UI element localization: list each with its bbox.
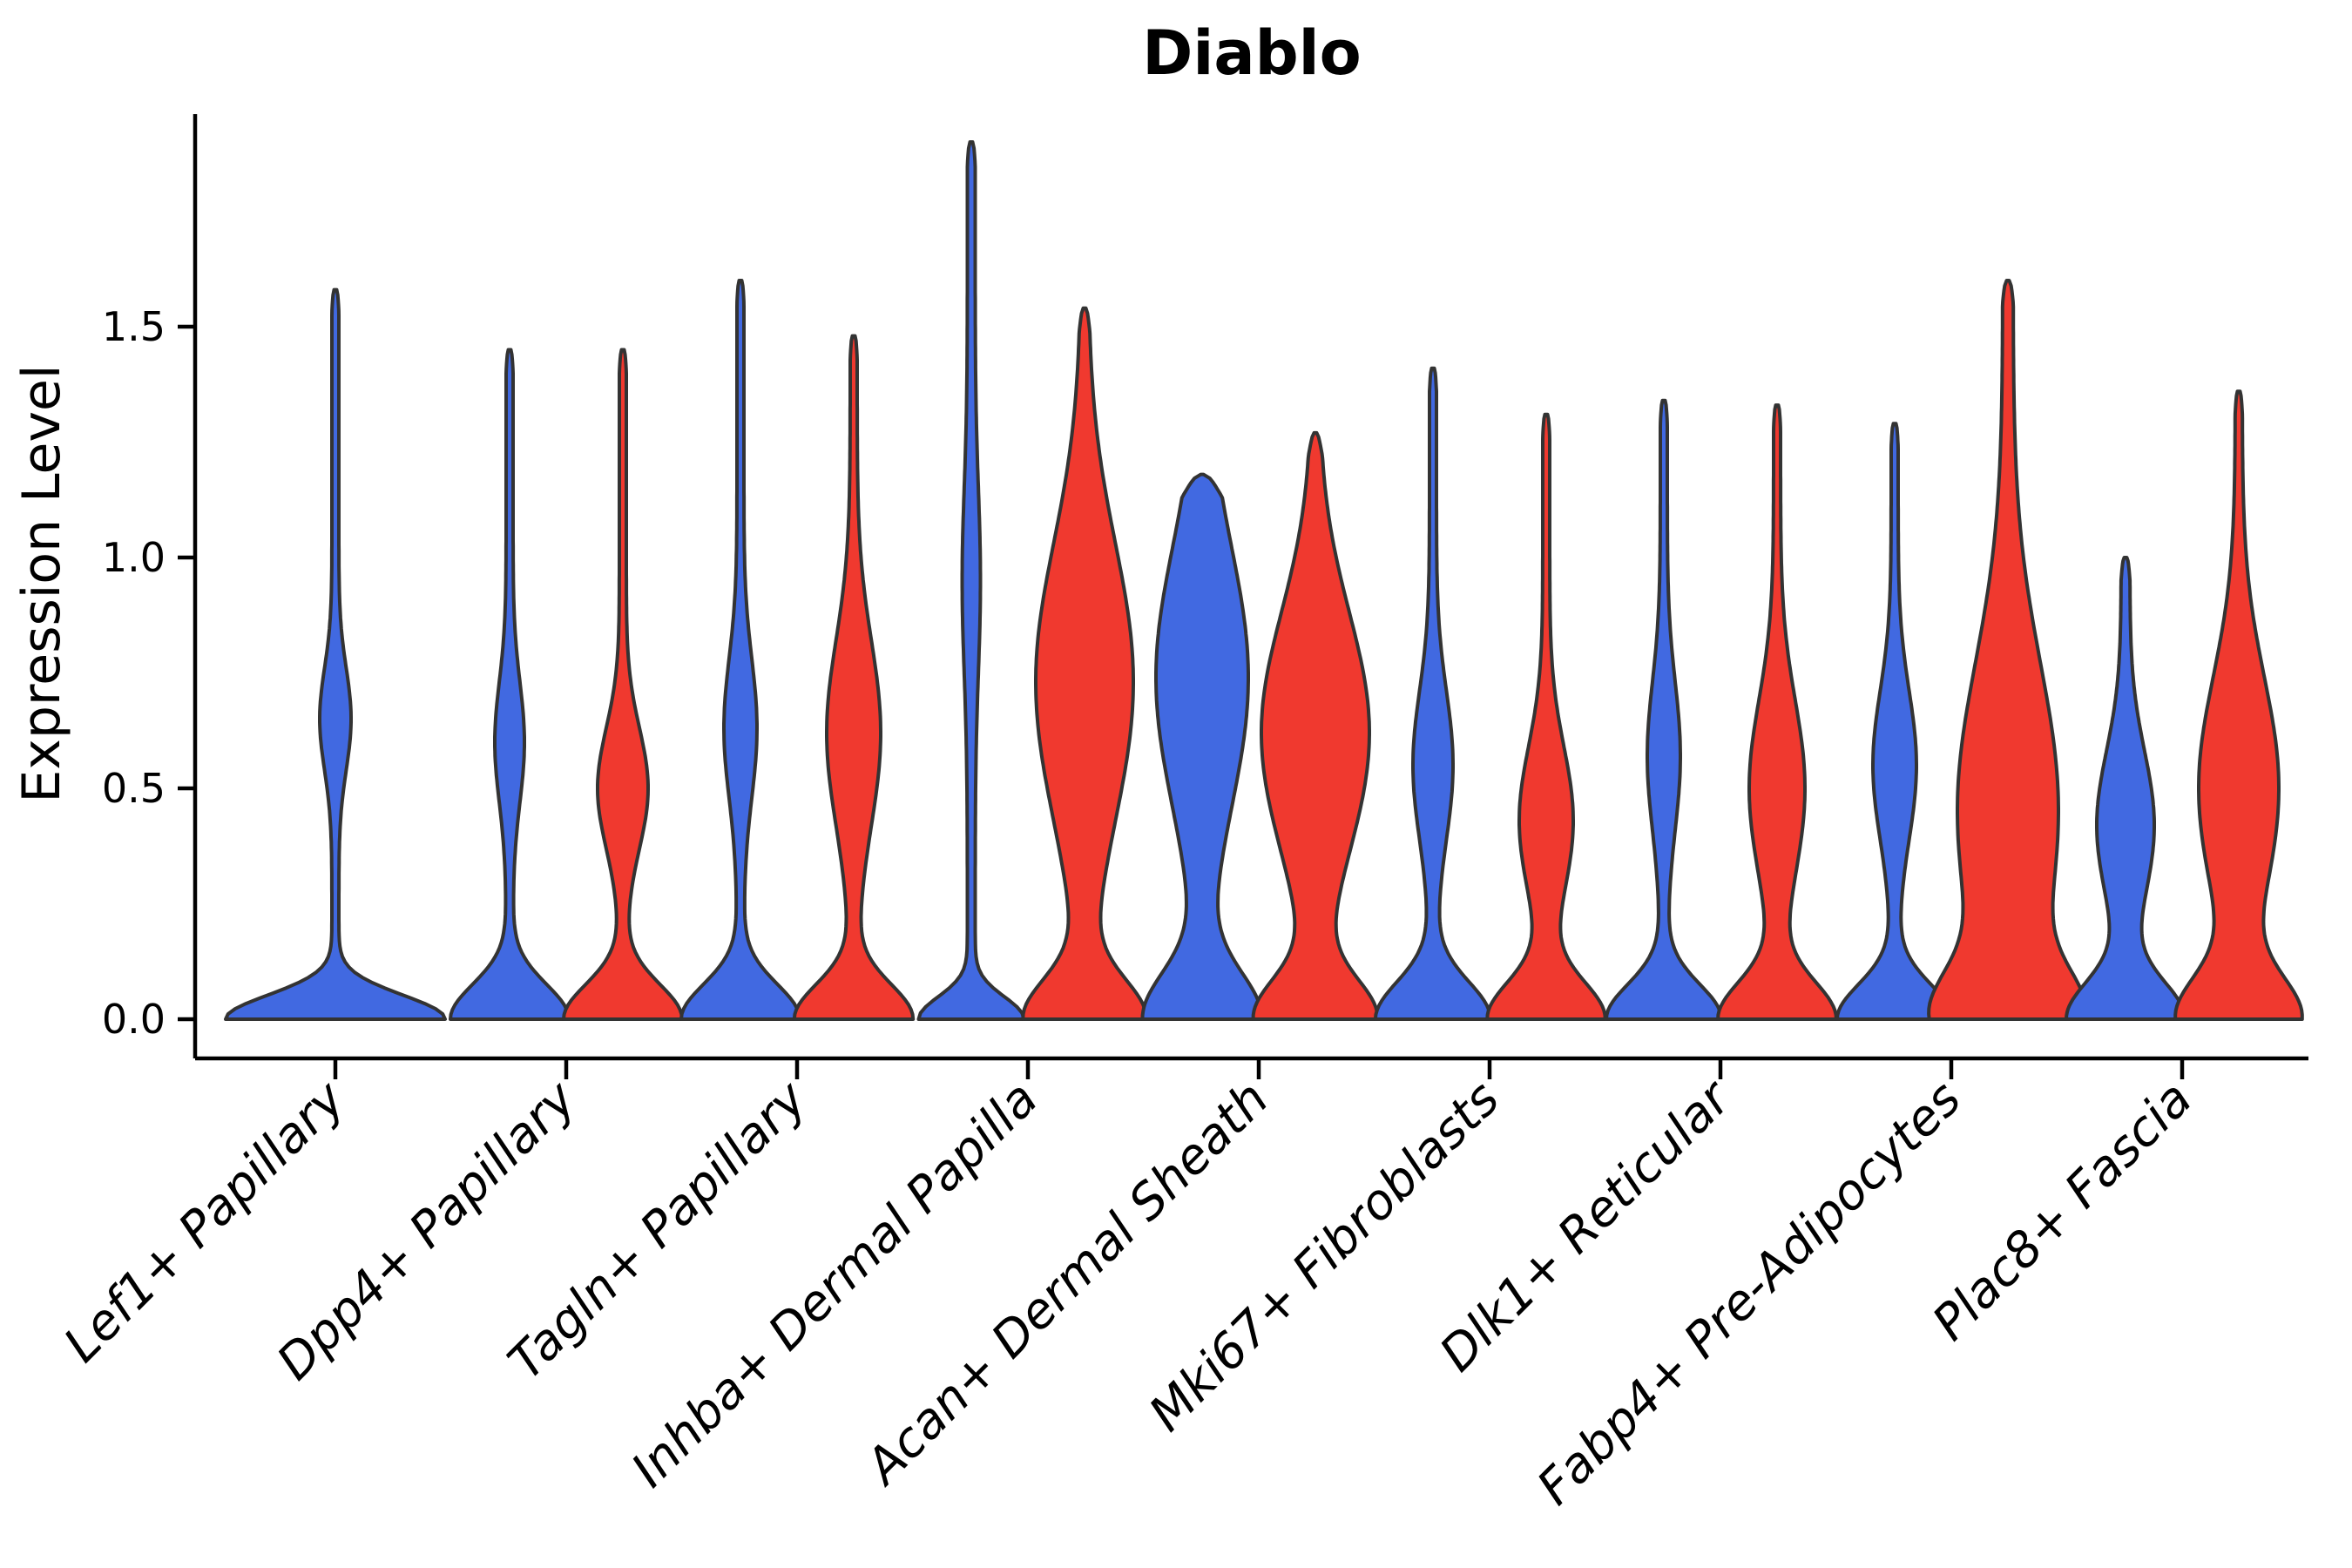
y-axis-label: Expression Level <box>11 364 72 802</box>
violin-plac8-blue <box>2065 556 2186 1021</box>
y-tick-label: 1.5 <box>102 303 166 350</box>
violin-lef1-blue <box>224 287 447 1021</box>
y-tick-label: 1.0 <box>102 534 166 581</box>
x-category-label: Inhba+ Dermal Papilla <box>621 1071 1049 1498</box>
violin-inhba-blue <box>916 140 1026 1021</box>
violin-layer <box>224 140 2304 1021</box>
x-category-label: Acan+ Dermal Sheath <box>854 1071 1280 1497</box>
violin-fabp4-blue <box>1835 422 1955 1021</box>
violin-fabp4-red <box>1927 279 2089 1021</box>
violin-plac8-red <box>2173 389 2304 1021</box>
violin-dlk1-blue <box>1605 398 1723 1021</box>
violin-inhba-red <box>1021 306 1148 1021</box>
violin-dpp4-blue <box>449 348 571 1021</box>
axes-layer <box>178 114 2308 1079</box>
violin-tagln-red <box>792 334 916 1021</box>
y-tick-label: 0.0 <box>102 996 166 1043</box>
x-category-label: Fabp4+ Pre-Adipocytes <box>1527 1071 1972 1516</box>
chart-title: Diablo <box>1142 17 1362 89</box>
violin-mki67-blue <box>1373 366 1493 1021</box>
y-tick-label: 0.5 <box>102 765 166 812</box>
violin-dpp4-red <box>562 348 684 1021</box>
violin-acan-blue <box>1140 472 1264 1021</box>
violin-tagln-blue <box>679 279 801 1021</box>
violin-mki67-red <box>1485 412 1607 1021</box>
violin-dlk1-red <box>1716 403 1838 1021</box>
violin-acan-red <box>1251 430 1380 1021</box>
